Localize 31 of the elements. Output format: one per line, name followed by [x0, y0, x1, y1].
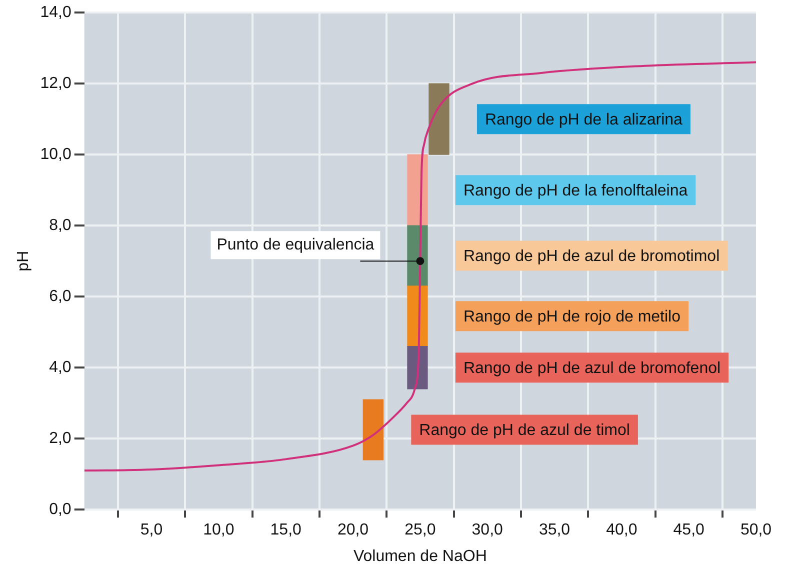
annotation: Punto de equivalencia [216, 236, 374, 254]
text: Rango de pH de rojo de metilo [463, 308, 681, 326]
line-series [84, 61, 756, 472]
text: Rango de pH de azul de bromofenol [463, 360, 721, 378]
x-tick-label: 30,0 [472, 522, 504, 539]
bar [362, 399, 384, 460]
x-tick-label: 35,0 [538, 522, 570, 539]
y-tick-label: 14,0 [40, 4, 72, 22]
y-tick-label: 0,0 [49, 501, 72, 518]
text: Rango de pH de la alizarina [484, 112, 683, 129]
y-tick-label: 12,0 [40, 75, 72, 92]
x-tick-label: 20,0 [337, 522, 369, 539]
x-tick-label: 15,0 [270, 522, 302, 539]
y-tick-label: 8,0 [49, 217, 72, 234]
x-tick-label: 40,0 [606, 522, 638, 539]
y-tick-label: 4,0 [49, 359, 72, 376]
y-tick-label: 2,0 [49, 430, 72, 448]
text: Rango de pH de la fenolftaleina [463, 182, 688, 200]
x-axis-title: Volumen de NaOH [353, 548, 487, 565]
x-tick-label: 5,0 [140, 522, 163, 539]
y-tick-label: 6,0 [49, 288, 72, 306]
y-axis-title: pH [15, 250, 32, 272]
x-tick-label: 10,0 [203, 522, 234, 539]
text: Rango de pH de azul de bromotimol [463, 248, 720, 266]
x-tick-label: 50,0 [740, 522, 772, 539]
y-tick-label: 10,0 [40, 146, 72, 164]
x-tick-label: 45,0 [673, 522, 705, 539]
bar [428, 83, 450, 155]
text: Rango de pH de azul de timol [419, 422, 630, 440]
bar [407, 286, 428, 347]
x-tick-label: 25,0 [404, 522, 436, 539]
